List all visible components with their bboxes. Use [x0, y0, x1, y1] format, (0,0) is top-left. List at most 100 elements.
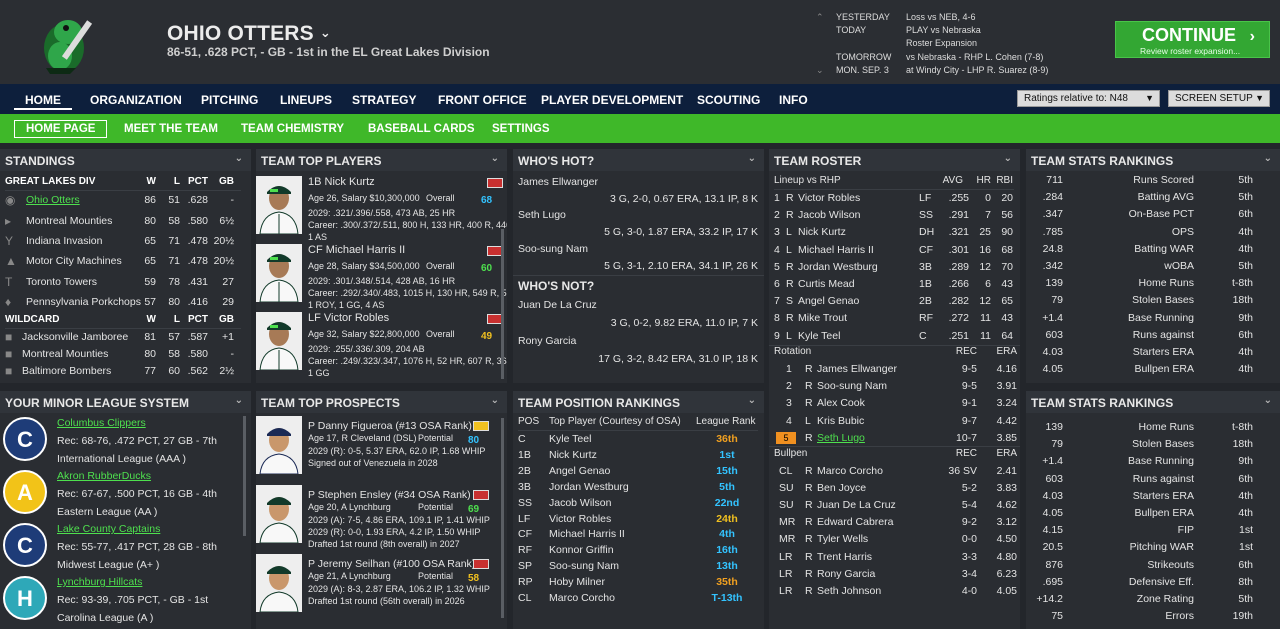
- nav-pitching[interactable]: PITCHING: [201, 93, 259, 107]
- lineup-player-name[interactable]: Mike Trout: [798, 312, 848, 325]
- chevron-down-icon[interactable]: ⌄: [747, 395, 756, 406]
- stat-name[interactable]: Pitching WAR: [1129, 541, 1194, 554]
- chevron-down-icon[interactable]: ⌄: [490, 395, 499, 406]
- tab-settings[interactable]: SETTINGS: [492, 123, 550, 135]
- minor-team-name[interactable]: Lynchburg Hillcats: [57, 576, 143, 588]
- stat-name[interactable]: Strikeouts: [1147, 558, 1194, 571]
- nav-strategy[interactable]: STRATEGY: [352, 93, 417, 107]
- standings-team-name[interactable]: Pennsylvania Porkchops: [26, 296, 141, 308]
- rotation-player-name[interactable]: Soo-sung Nam: [817, 380, 888, 393]
- lineup-player-name[interactable]: Victor Robles: [798, 192, 861, 204]
- bullpen-player-name[interactable]: Seth Johnson: [817, 584, 882, 597]
- lineup-player-name[interactable]: Angel Genao: [798, 295, 860, 308]
- position-top-player[interactable]: Hoby Milner: [549, 576, 606, 589]
- stat-name[interactable]: Batting WAR: [1134, 242, 1194, 255]
- scrollbar[interactable]: [501, 418, 504, 618]
- scrollbar[interactable]: [243, 416, 246, 536]
- stat-name[interactable]: FIP: [1177, 524, 1194, 537]
- stat-name[interactable]: Bullpen ERA: [1134, 363, 1194, 376]
- lineup-player-name[interactable]: Jacob Wilson: [798, 209, 861, 222]
- not-player-name[interactable]: Rony Garcia: [518, 335, 577, 347]
- tab-baseball-cards[interactable]: BASEBALL CARDS: [368, 123, 475, 135]
- stat-name[interactable]: Stolen Bases: [1132, 438, 1194, 451]
- stat-name[interactable]: Base Running: [1128, 311, 1194, 324]
- minor-team-name[interactable]: Lake County Captains: [57, 523, 161, 535]
- wildcard-team-name[interactable]: Jacksonville Jamboree: [22, 331, 129, 343]
- nav-scouting[interactable]: SCOUTING: [697, 93, 761, 107]
- stat-name[interactable]: Runs against: [1132, 328, 1194, 341]
- wildcard-team-name[interactable]: Montreal Mounties: [22, 348, 109, 360]
- standings-team-name[interactable]: Toronto Towers: [26, 276, 98, 288]
- position-top-player[interactable]: Konnor Griffin: [549, 544, 614, 557]
- stat-name[interactable]: Runs Scored: [1133, 174, 1194, 186]
- nav-lineups[interactable]: LINEUPS: [280, 93, 333, 107]
- position-top-player[interactable]: Victor Robles: [549, 512, 612, 525]
- hot-player-name[interactable]: Soo-sung Nam: [518, 243, 589, 255]
- prospect-name[interactable]: P Stephen Ensley (#34 OSA Rank): [308, 489, 471, 501]
- standings-team-name[interactable]: Motor City Machines: [26, 255, 122, 267]
- chevron-down-icon[interactable]: ⌄: [747, 153, 756, 164]
- stat-name[interactable]: On-Base PCT: [1128, 208, 1194, 221]
- bullpen-player-name[interactable]: Ben Joyce: [817, 482, 867, 495]
- position-top-player[interactable]: Jacob Wilson: [549, 496, 612, 509]
- chevron-down-icon[interactable]: ⌄: [1263, 395, 1272, 406]
- prospect-name[interactable]: P Jeremy Seilhan (#100 OSA Rank): [308, 558, 476, 570]
- position-top-player[interactable]: Angel Genao: [549, 464, 611, 477]
- lineup-player-name[interactable]: Curtis Mead: [798, 278, 855, 290]
- nav-home[interactable]: HOME: [14, 93, 72, 110]
- chevron-down-icon[interactable]: ⌄: [490, 153, 499, 164]
- rotation-player-name[interactable]: Seth Lugo: [817, 431, 865, 444]
- ratings-dropdown[interactable]: Ratings relative to: N48 ▼: [1017, 90, 1160, 107]
- bullpen-player-name[interactable]: Marco Corcho: [817, 465, 883, 477]
- lineup-player-name[interactable]: Kyle Teel: [798, 329, 841, 342]
- minor-team-name[interactable]: Columbus Clippers: [57, 417, 146, 429]
- stat-name[interactable]: Runs against: [1132, 472, 1194, 485]
- stat-name[interactable]: Starters ERA: [1132, 489, 1194, 502]
- nav-organization[interactable]: ORGANIZATION: [90, 93, 182, 107]
- wildcard-team-name[interactable]: Baltimore Bombers: [22, 365, 112, 377]
- position-top-player[interactable]: Michael Harris II: [549, 528, 625, 541]
- player-name[interactable]: 1B Nick Kurtz: [308, 176, 375, 188]
- rotation-player-name[interactable]: Kris Bubic: [817, 414, 865, 427]
- lineup-player-name[interactable]: Nick Kurtz: [798, 226, 846, 239]
- continue-button[interactable]: CONTINUE Review roster expansion... ›: [1115, 21, 1270, 58]
- stat-name[interactable]: Bullpen ERA: [1134, 507, 1194, 519]
- screen-setup-dropdown[interactable]: SCREEN SETUP ▼: [1168, 90, 1270, 107]
- stat-name[interactable]: Stolen Bases: [1132, 294, 1194, 307]
- rotation-player-name[interactable]: Alex Cook: [817, 397, 865, 410]
- stat-name[interactable]: Errors: [1165, 610, 1194, 623]
- bullpen-player-name[interactable]: Trent Harris: [817, 550, 873, 563]
- stat-name[interactable]: Home Runs: [1138, 277, 1194, 290]
- prospect-name[interactable]: P Danny Figueroa (#13 OSA Rank): [308, 420, 472, 432]
- stat-name[interactable]: Starters ERA: [1132, 346, 1194, 358]
- position-top-player[interactable]: Jordan Westburg: [549, 480, 629, 493]
- stat-name[interactable]: wOBA: [1164, 260, 1194, 272]
- nav-player-development[interactable]: PLAYER DEVELOPMENT: [541, 93, 684, 107]
- team-name-title[interactable]: OHIO OTTERS ⌄: [167, 22, 331, 45]
- tab-team-chemistry[interactable]: TEAM CHEMISTRY: [241, 123, 345, 135]
- stat-name[interactable]: Home Runs: [1138, 421, 1194, 433]
- bullpen-player-name[interactable]: Rony Garcia: [817, 567, 876, 580]
- tab-meet-the-team[interactable]: MEET THE TEAM: [124, 123, 218, 135]
- standings-team-name[interactable]: Indiana Invasion: [26, 235, 103, 247]
- position-top-player[interactable]: Kyle Teel: [549, 433, 592, 445]
- chevron-down-icon[interactable]: ⌄: [319, 25, 331, 40]
- tab-home-page[interactable]: HOME PAGE: [14, 120, 108, 138]
- chevron-down-icon[interactable]: ⌄: [1003, 153, 1012, 164]
- rotation-player-name[interactable]: James Ellwanger: [817, 363, 897, 375]
- scrollbar[interactable]: [501, 229, 504, 379]
- minor-team-name[interactable]: Akron RubberDucks: [57, 470, 151, 482]
- nav-front-office[interactable]: FRONT OFFICE: [438, 93, 527, 107]
- bullpen-player-name[interactable]: Juan De La Cruz: [817, 499, 896, 512]
- hot-player-name[interactable]: James Ellwanger: [518, 176, 598, 188]
- nav-info[interactable]: INFO: [779, 93, 808, 107]
- bullpen-player-name[interactable]: Tyler Wells: [817, 533, 869, 546]
- hot-player-name[interactable]: Seth Lugo: [518, 209, 566, 221]
- lineup-player-name[interactable]: Michael Harris II: [798, 243, 874, 256]
- player-name[interactable]: CF Michael Harris II: [308, 244, 406, 256]
- standings-team-name[interactable]: Ohio Otters: [26, 194, 80, 206]
- position-top-player[interactable]: Soo-sung Nam: [549, 560, 620, 573]
- chevron-down-icon[interactable]: ⌄: [234, 395, 243, 406]
- arrow-down-icon[interactable]: ⌄: [816, 64, 824, 75]
- stat-name[interactable]: OPS: [1171, 225, 1194, 238]
